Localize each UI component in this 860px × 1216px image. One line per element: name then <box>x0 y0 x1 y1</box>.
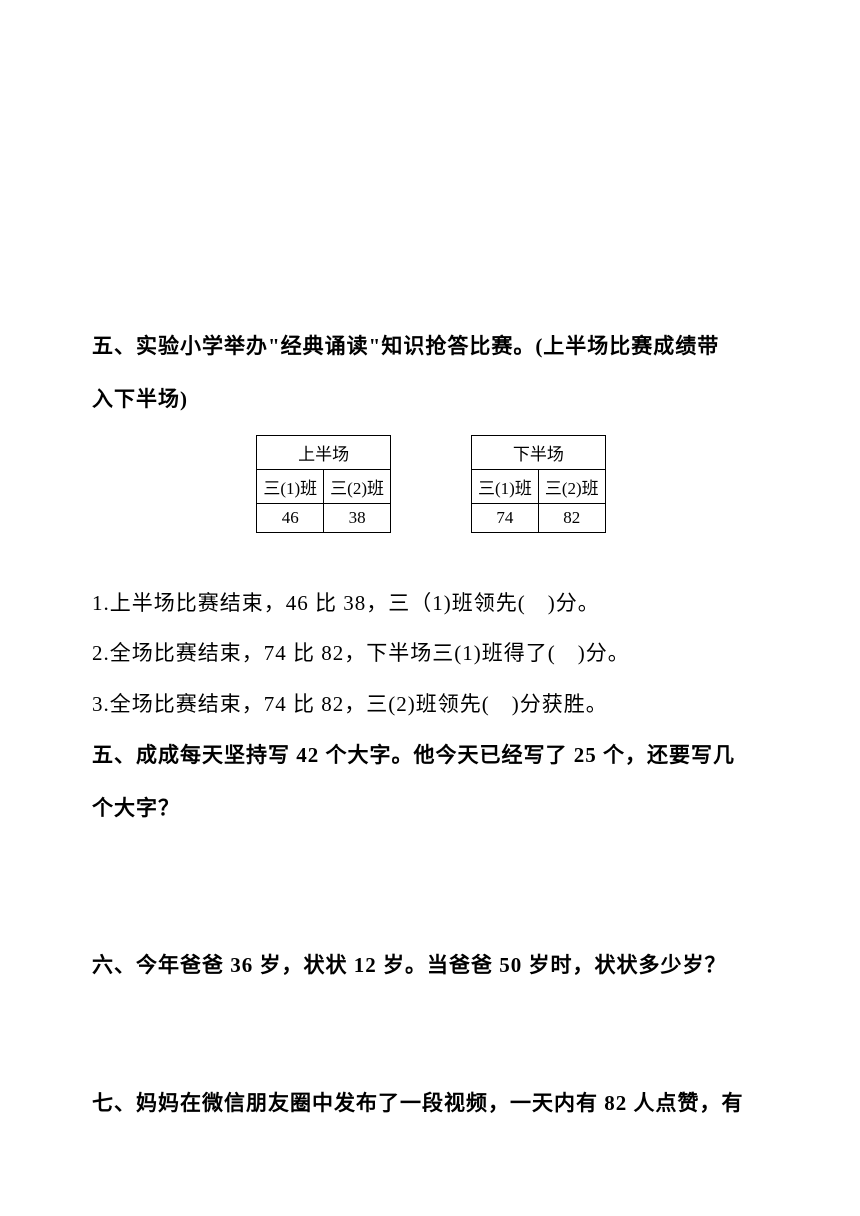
table1-val1: 46 <box>257 504 324 533</box>
table1-col1: 三(1)班 <box>257 470 324 504</box>
question-1: 1.上半场比赛结束，46 比 38，三（1)班领先( )分。 <box>92 578 770 628</box>
table1-col2: 三(2)班 <box>324 470 391 504</box>
table2-col2: 三(2)班 <box>538 470 605 504</box>
section-5b-line1: 五、成成每天坚持写 42 个大字。他今天已经写了 25 个，还要写几 <box>92 729 770 782</box>
section-7: 七、妈妈在微信朋友圈中发布了一段视频，一天内有 82 人点赞，有 <box>92 1077 770 1130</box>
section-5-heading: 五、实验小学举办"经典诵读"知识抢答比赛。(上半场比赛成绩带 入下半场) <box>92 320 770 425</box>
heading-line-1: 五、实验小学举办"经典诵读"知识抢答比赛。(上半场比赛成绩带 <box>92 320 770 373</box>
table-first-half: 上半场 三(1)班 三(2)班 46 38 <box>256 435 391 533</box>
table1-title: 上半场 <box>257 436 391 470</box>
table-second-half: 下半场 三(1)班 三(2)班 74 82 <box>471 435 606 533</box>
document-content: 五、实验小学举办"经典诵读"知识抢答比赛。(上半场比赛成绩带 入下半场) 上半场… <box>92 320 770 1129</box>
question-2: 2.全场比赛结束，74 比 82，下半场三(1)班得了( )分。 <box>92 628 770 678</box>
heading-line-2: 入下半场) <box>92 373 770 426</box>
question-3: 3.全场比赛结束，74 比 82，三(2)班领先( )分获胜。 <box>92 679 770 729</box>
table2-col1: 三(1)班 <box>472 470 539 504</box>
table2-title: 下半场 <box>472 436 606 470</box>
section-5b-line2: 个大字？ <box>92 782 770 835</box>
table2-val1: 74 <box>472 504 539 533</box>
tables-container: 上半场 三(1)班 三(2)班 46 38 下半场 三(1)班 三(2)班 74… <box>92 435 770 533</box>
section-5b: 五、成成每天坚持写 42 个大字。他今天已经写了 25 个，还要写几 个大字？ <box>92 729 770 834</box>
table2-val2: 82 <box>538 504 605 533</box>
table1-val2: 38 <box>324 504 391 533</box>
section-6: 六、今年爸爸 36 岁，状状 12 岁。当爸爸 50 岁时，状状多少岁？ <box>92 939 770 992</box>
